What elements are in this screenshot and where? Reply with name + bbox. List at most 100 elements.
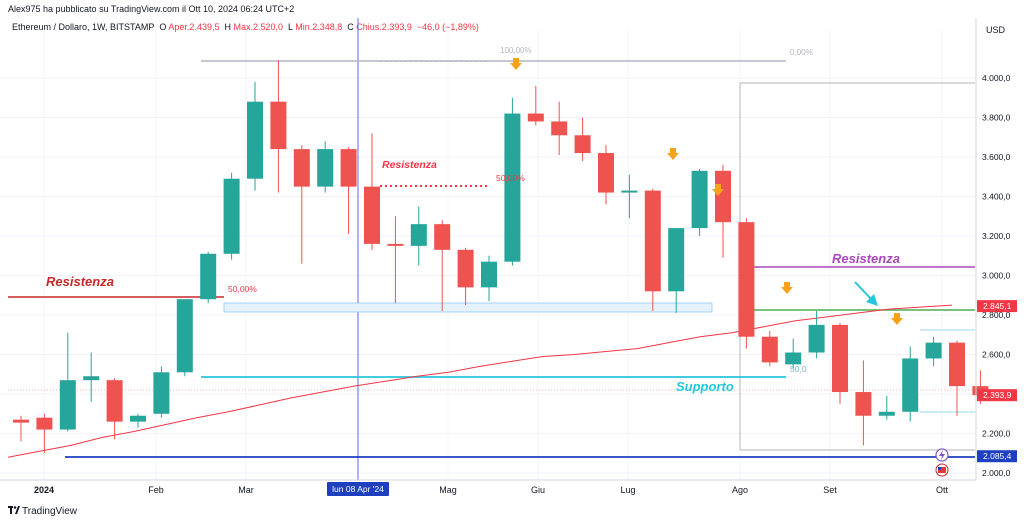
top-bar: Alex975 ha pubblicato su TradingView.com… [0, 0, 1024, 18]
price-tick-label: 3.400,0 [982, 192, 1011, 202]
crosshair-date-tag [327, 482, 389, 496]
candle-bear [293, 149, 310, 187]
candle-bull [130, 415, 146, 422]
candle-bear [551, 121, 568, 136]
time-tick-label: Ago [732, 485, 748, 495]
candle-bull [83, 376, 100, 381]
price-tag-label: 2.393,9 [983, 390, 1012, 400]
price-chart[interactable]: Resistenza Resistenza Resistenza Supporto 10… [0, 0, 1024, 498]
down-arrow-icon [891, 313, 903, 325]
resistance-label-left: Resistenza [46, 274, 114, 289]
candle-bull [59, 380, 76, 430]
candle-bear [574, 135, 591, 154]
candle-bear [949, 342, 965, 387]
down-arrow-icon [712, 184, 724, 196]
down-arrow-icon [781, 282, 793, 294]
price-tag [977, 389, 1017, 402]
candle-bear [598, 153, 614, 193]
moving-average-line [7, 304, 953, 458]
candle-bear [715, 170, 731, 223]
time-tick-label: Mag [439, 485, 457, 495]
time-axis: 2024 Feb Mar Mag Giu Lug Ago Set Ott lun 08 Apr '… [0, 479, 976, 496]
candle-bull [902, 358, 919, 412]
candle-bear [457, 249, 474, 288]
candle-bear [270, 101, 287, 150]
candle-bear [434, 224, 451, 250]
candle-bull [247, 101, 263, 179]
candle-bear [855, 392, 872, 416]
candle-bull [668, 228, 685, 292]
candle-bull [785, 352, 802, 365]
change-value: −46,0 (−1,89%) [416, 22, 479, 32]
candle-bear [387, 243, 404, 246]
time-tick-label: Feb [148, 485, 164, 495]
price-tag-label: 2.845,1 [983, 301, 1012, 311]
low-value: Min.2.348,8 [295, 22, 343, 32]
candle-bear [36, 417, 53, 430]
footer-brand[interactable]: TradingView [22, 506, 78, 517]
resistance-label-mid: Resistenza [382, 159, 437, 171]
low-label: L [288, 22, 293, 32]
cyan-arrow-line [854, 281, 873, 301]
candle-bull [153, 372, 170, 414]
time-tick-label: Mar [238, 485, 254, 495]
open-label: O [159, 22, 167, 32]
price-tick-label: 2.800,0 [982, 310, 1011, 320]
candle-bull [878, 411, 895, 416]
time-tick-label: 2024 [34, 485, 54, 495]
candle-bear [832, 324, 848, 393]
time-tick-label: Giu [531, 485, 545, 495]
author-line: Alex975 ha pubblicato su TradingView.com… [8, 4, 295, 14]
price-tick-label: 4.000,0 [982, 73, 1011, 83]
candle-bear [13, 419, 29, 423]
candle-bear [644, 190, 661, 292]
candle-bear [761, 336, 778, 363]
chart-grid [0, 30, 975, 480]
symbol-label[interactable]: Ethereum / Dollaro, 1W, BITSTAMP [12, 22, 155, 32]
price-tick-label: 2.000,0 [982, 468, 1011, 478]
price-tick-label: 3.600,0 [982, 152, 1011, 162]
crosshair-date-label: lun 08 Apr '24 [332, 484, 384, 494]
price-tag [977, 450, 1017, 463]
candle-bear [364, 186, 380, 244]
time-tick-label: Ott [936, 485, 949, 495]
candles-layer [13, 60, 989, 454]
candle-bull [808, 324, 825, 353]
flag-glyph [938, 467, 941, 470]
candle-bull [223, 178, 240, 254]
time-tick-label: Lug [620, 485, 635, 495]
fib-50-mid-label: 50,00% [496, 173, 525, 183]
candle-bull [925, 342, 942, 359]
down-arrow-icon [510, 58, 522, 70]
lightning-glyph [939, 450, 945, 460]
candle-bull [504, 113, 521, 262]
moving-average-layer [7, 304, 953, 458]
price-tag-label: 2.085,4 [983, 451, 1012, 461]
candle-bull [200, 253, 217, 300]
resistance-label-right: Resistenza [832, 251, 900, 266]
high-label: H [224, 22, 231, 32]
candle-bear [340, 149, 357, 187]
annotations-layer: Resistenza Resistenza Resistenza Supporto 10… [46, 46, 949, 477]
candle-bull [317, 149, 334, 187]
time-tick-label: Set [823, 485, 837, 495]
support-label: Supporto [676, 379, 734, 394]
down-arrow-icon [667, 148, 679, 160]
cyan-arrow-icon [866, 294, 878, 306]
flag-glyph [938, 467, 946, 473]
candle-bull [481, 261, 497, 288]
price-tick-label: 3.200,0 [982, 231, 1011, 241]
price-tick-label: 2.600,0 [982, 350, 1011, 360]
candle-bull [410, 224, 427, 246]
close-label: C [347, 22, 354, 32]
price-axis: USD 4.000,0 3.800,0 3.600,0 3.400,0 3.200,0 3.… [975, 18, 1017, 480]
open-value: Aper.2.439,5 [168, 22, 220, 32]
demand-zone [223, 302, 713, 313]
fib-0-label: 0,00% [790, 48, 813, 57]
close-value: Chius.2.393,9 [356, 22, 412, 32]
high-value: Max.2.520,0 [233, 22, 284, 32]
candle-bull [621, 190, 638, 193]
candle-bull [691, 170, 708, 229]
price-tick-label: 3.800,0 [982, 113, 1011, 123]
fib-50-left-label: 50,00% [228, 284, 257, 294]
